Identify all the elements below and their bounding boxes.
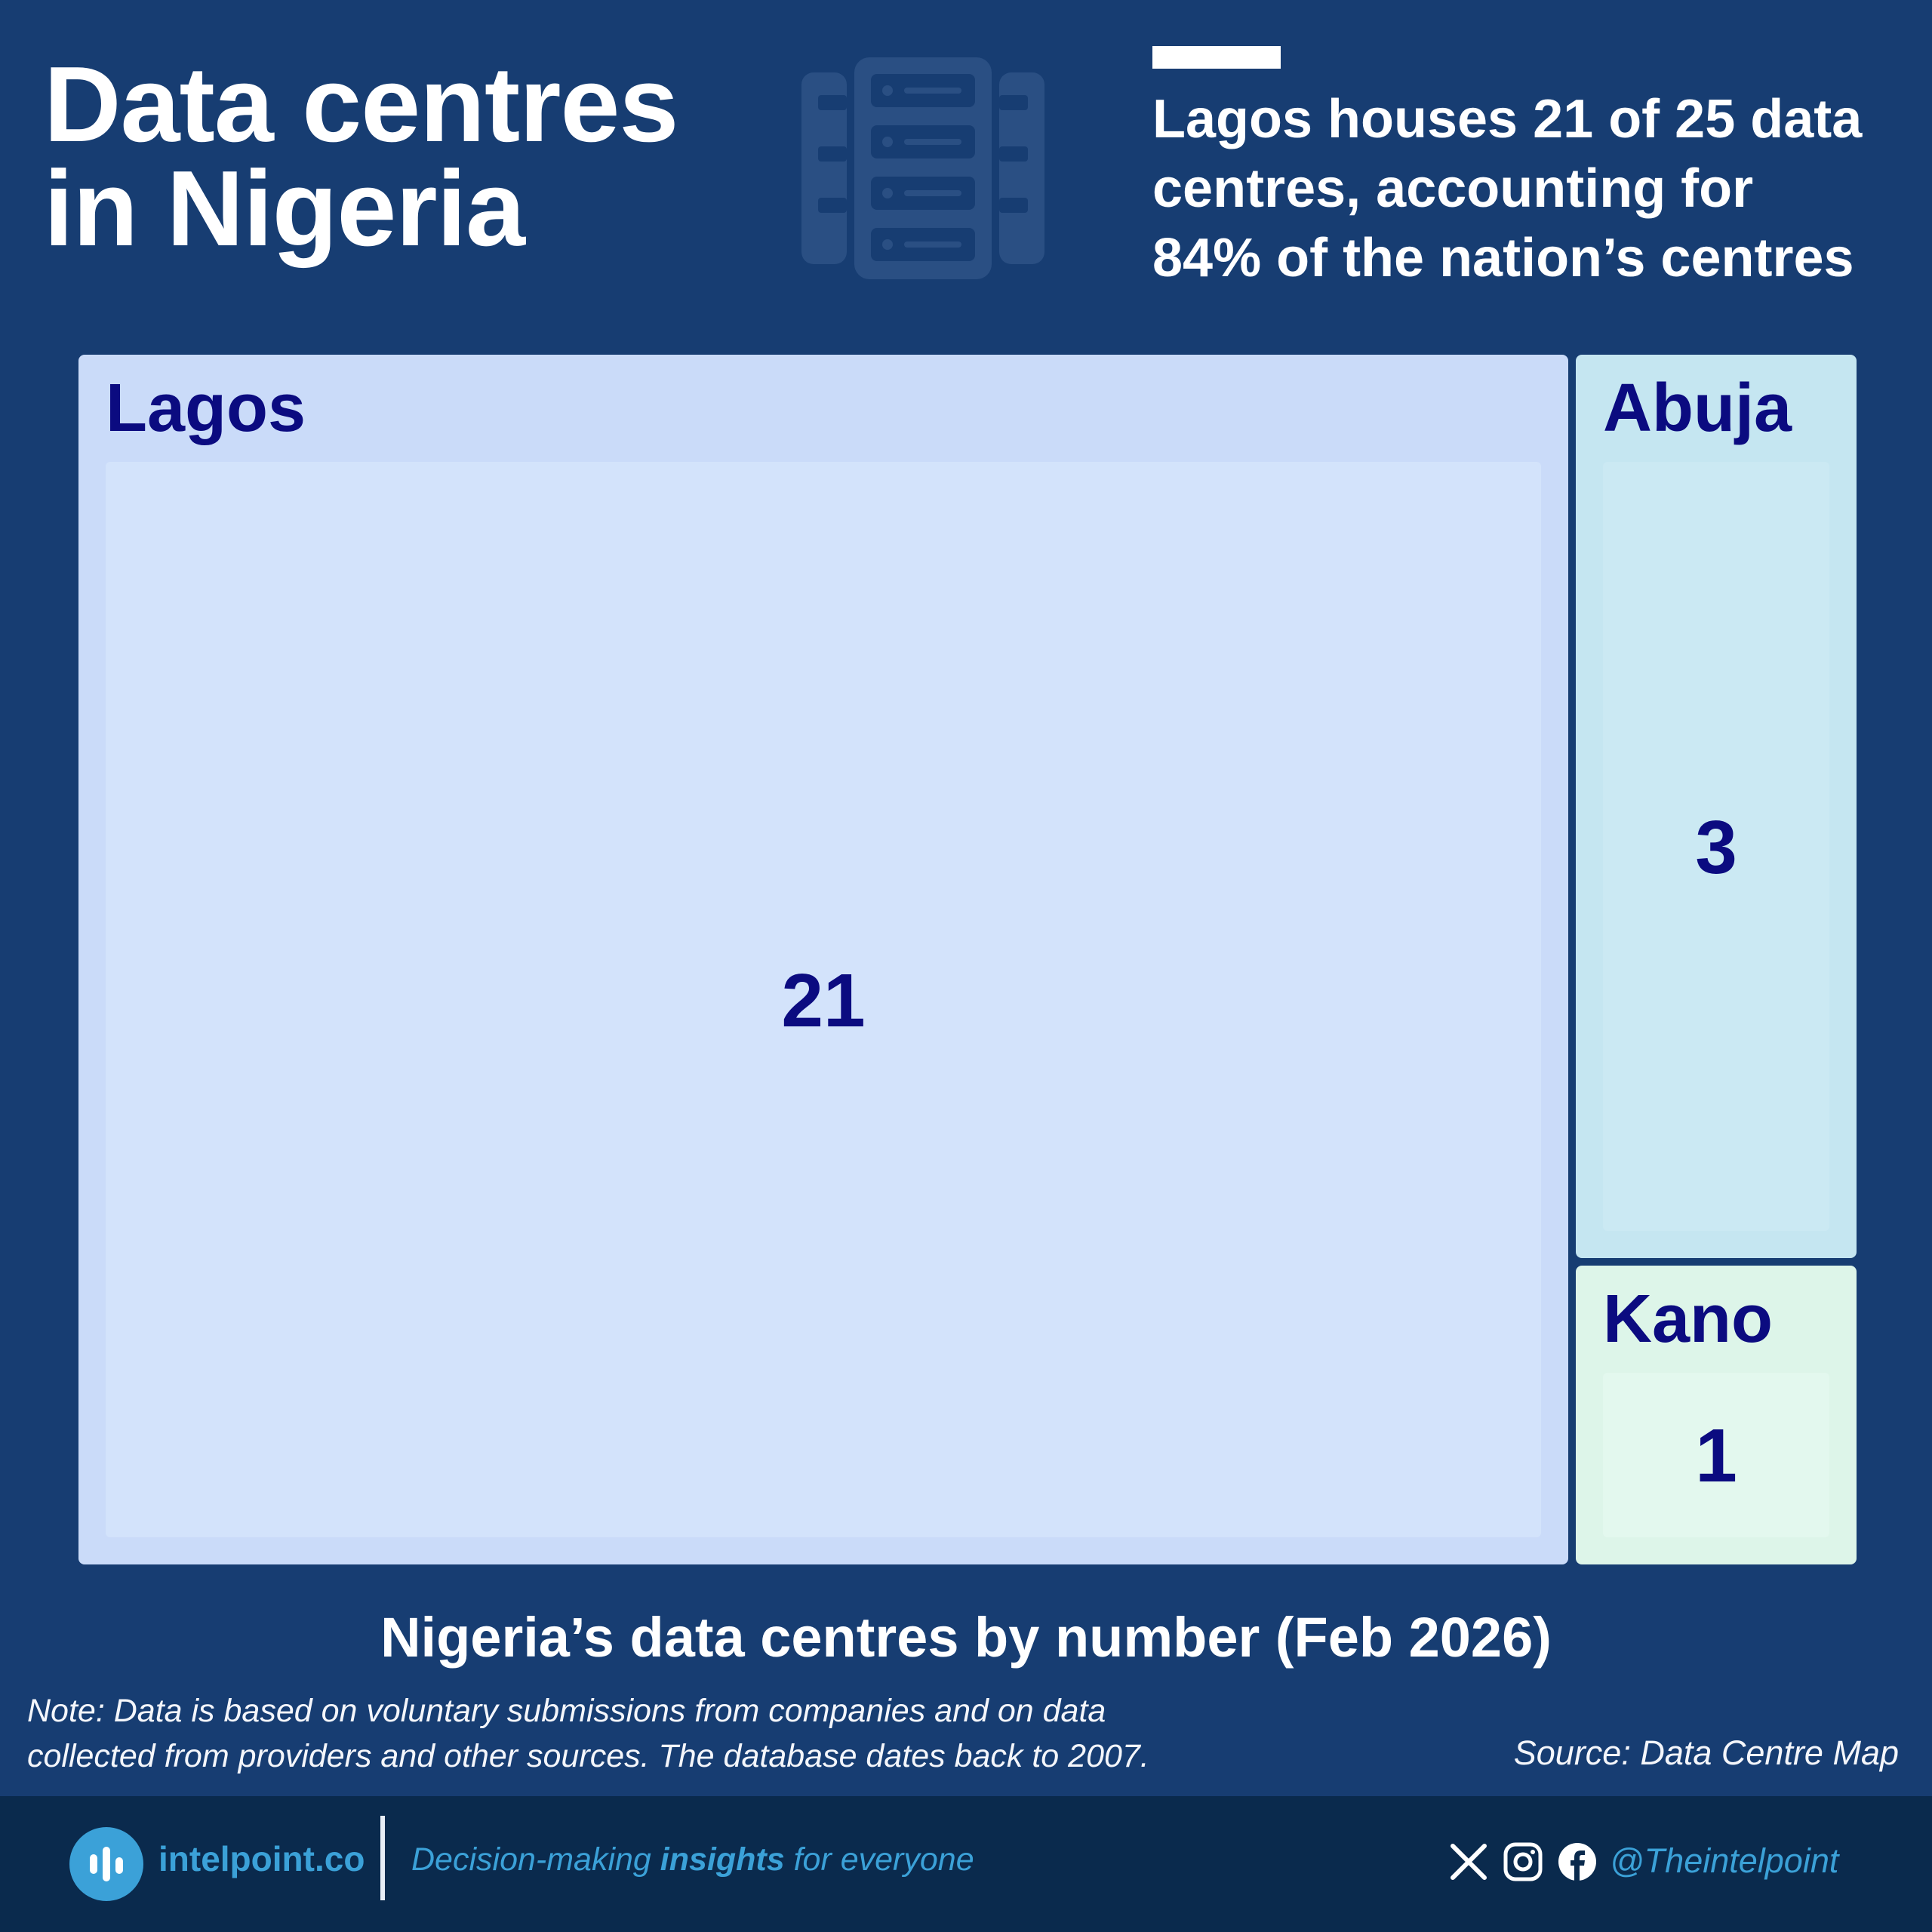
treemap-label-lagos: Lagos: [106, 371, 306, 446]
brand-link[interactable]: intelpoint.co: [158, 1839, 365, 1878]
title-line-1: Data centres: [44, 45, 678, 165]
treemap-tile-inner-kano: [1603, 1373, 1829, 1537]
treemap-chart: Lagos 21 Abuja 3 Kano 1: [78, 355, 1857, 1564]
treemap-tile-inner-lagos: [106, 462, 1541, 1537]
headline-line-2: centres, accounting for: [1152, 158, 1754, 219]
instagram-icon[interactable]: [1503, 1841, 1543, 1882]
headline-line-1: Lagos houses 21 of 25 data: [1152, 89, 1863, 149]
title-line-2: in Nigeria: [44, 149, 525, 269]
facebook-icon[interactable]: [1557, 1841, 1598, 1882]
treemap-value-lagos: 21: [781, 958, 866, 1043]
headline: Lagos houses 21 of 25 data centres, acco…: [1152, 85, 1915, 293]
social-handle[interactable]: @Theintelpoint: [1610, 1841, 1839, 1880]
treemap-label-kano: Kano: [1603, 1281, 1773, 1357]
note-line-1: Note: Data is based on voluntary submiss…: [27, 1693, 1106, 1729]
x-icon[interactable]: [1448, 1841, 1489, 1882]
headline-line-3: 84% of the nation’s centres: [1152, 228, 1854, 288]
footer-divider: [380, 1816, 385, 1900]
tagline-emphasis: insights: [660, 1841, 785, 1878]
note-line-2: collected from providers and other sourc…: [27, 1738, 1149, 1774]
chart-title: Nigeria’s data centres by number (Feb 20…: [380, 1606, 1552, 1669]
footer: intelpoint.co Decision-making insights f…: [0, 1796, 1932, 1932]
treemap-value-kano: 1: [1695, 1414, 1737, 1498]
accent-bar: [1152, 46, 1281, 69]
treemap-tile-kano: Kano 1: [1576, 1266, 1857, 1564]
tagline-end: for everyone: [784, 1841, 974, 1878]
source-text: Source: Data Centre Map: [1513, 1734, 1899, 1772]
page-title: Data centres in Nigeria: [44, 45, 678, 269]
treemap-value-abuja: 3: [1695, 805, 1737, 890]
tagline: Decision-making insights for everyone: [411, 1841, 974, 1878]
note: Note: Data is based on voluntary submiss…: [27, 1688, 1149, 1779]
treemap-tile-lagos: Lagos 21: [78, 355, 1568, 1564]
tagline-start: Decision-making: [411, 1841, 660, 1878]
treemap-tile-inner-abuja: [1603, 462, 1829, 1231]
treemap-label-abuja: Abuja: [1603, 371, 1792, 446]
treemap-tile-abuja: Abuja 3: [1576, 355, 1857, 1258]
intelpoint-logo-icon[interactable]: [69, 1827, 143, 1901]
server-icon: [801, 57, 1044, 279]
